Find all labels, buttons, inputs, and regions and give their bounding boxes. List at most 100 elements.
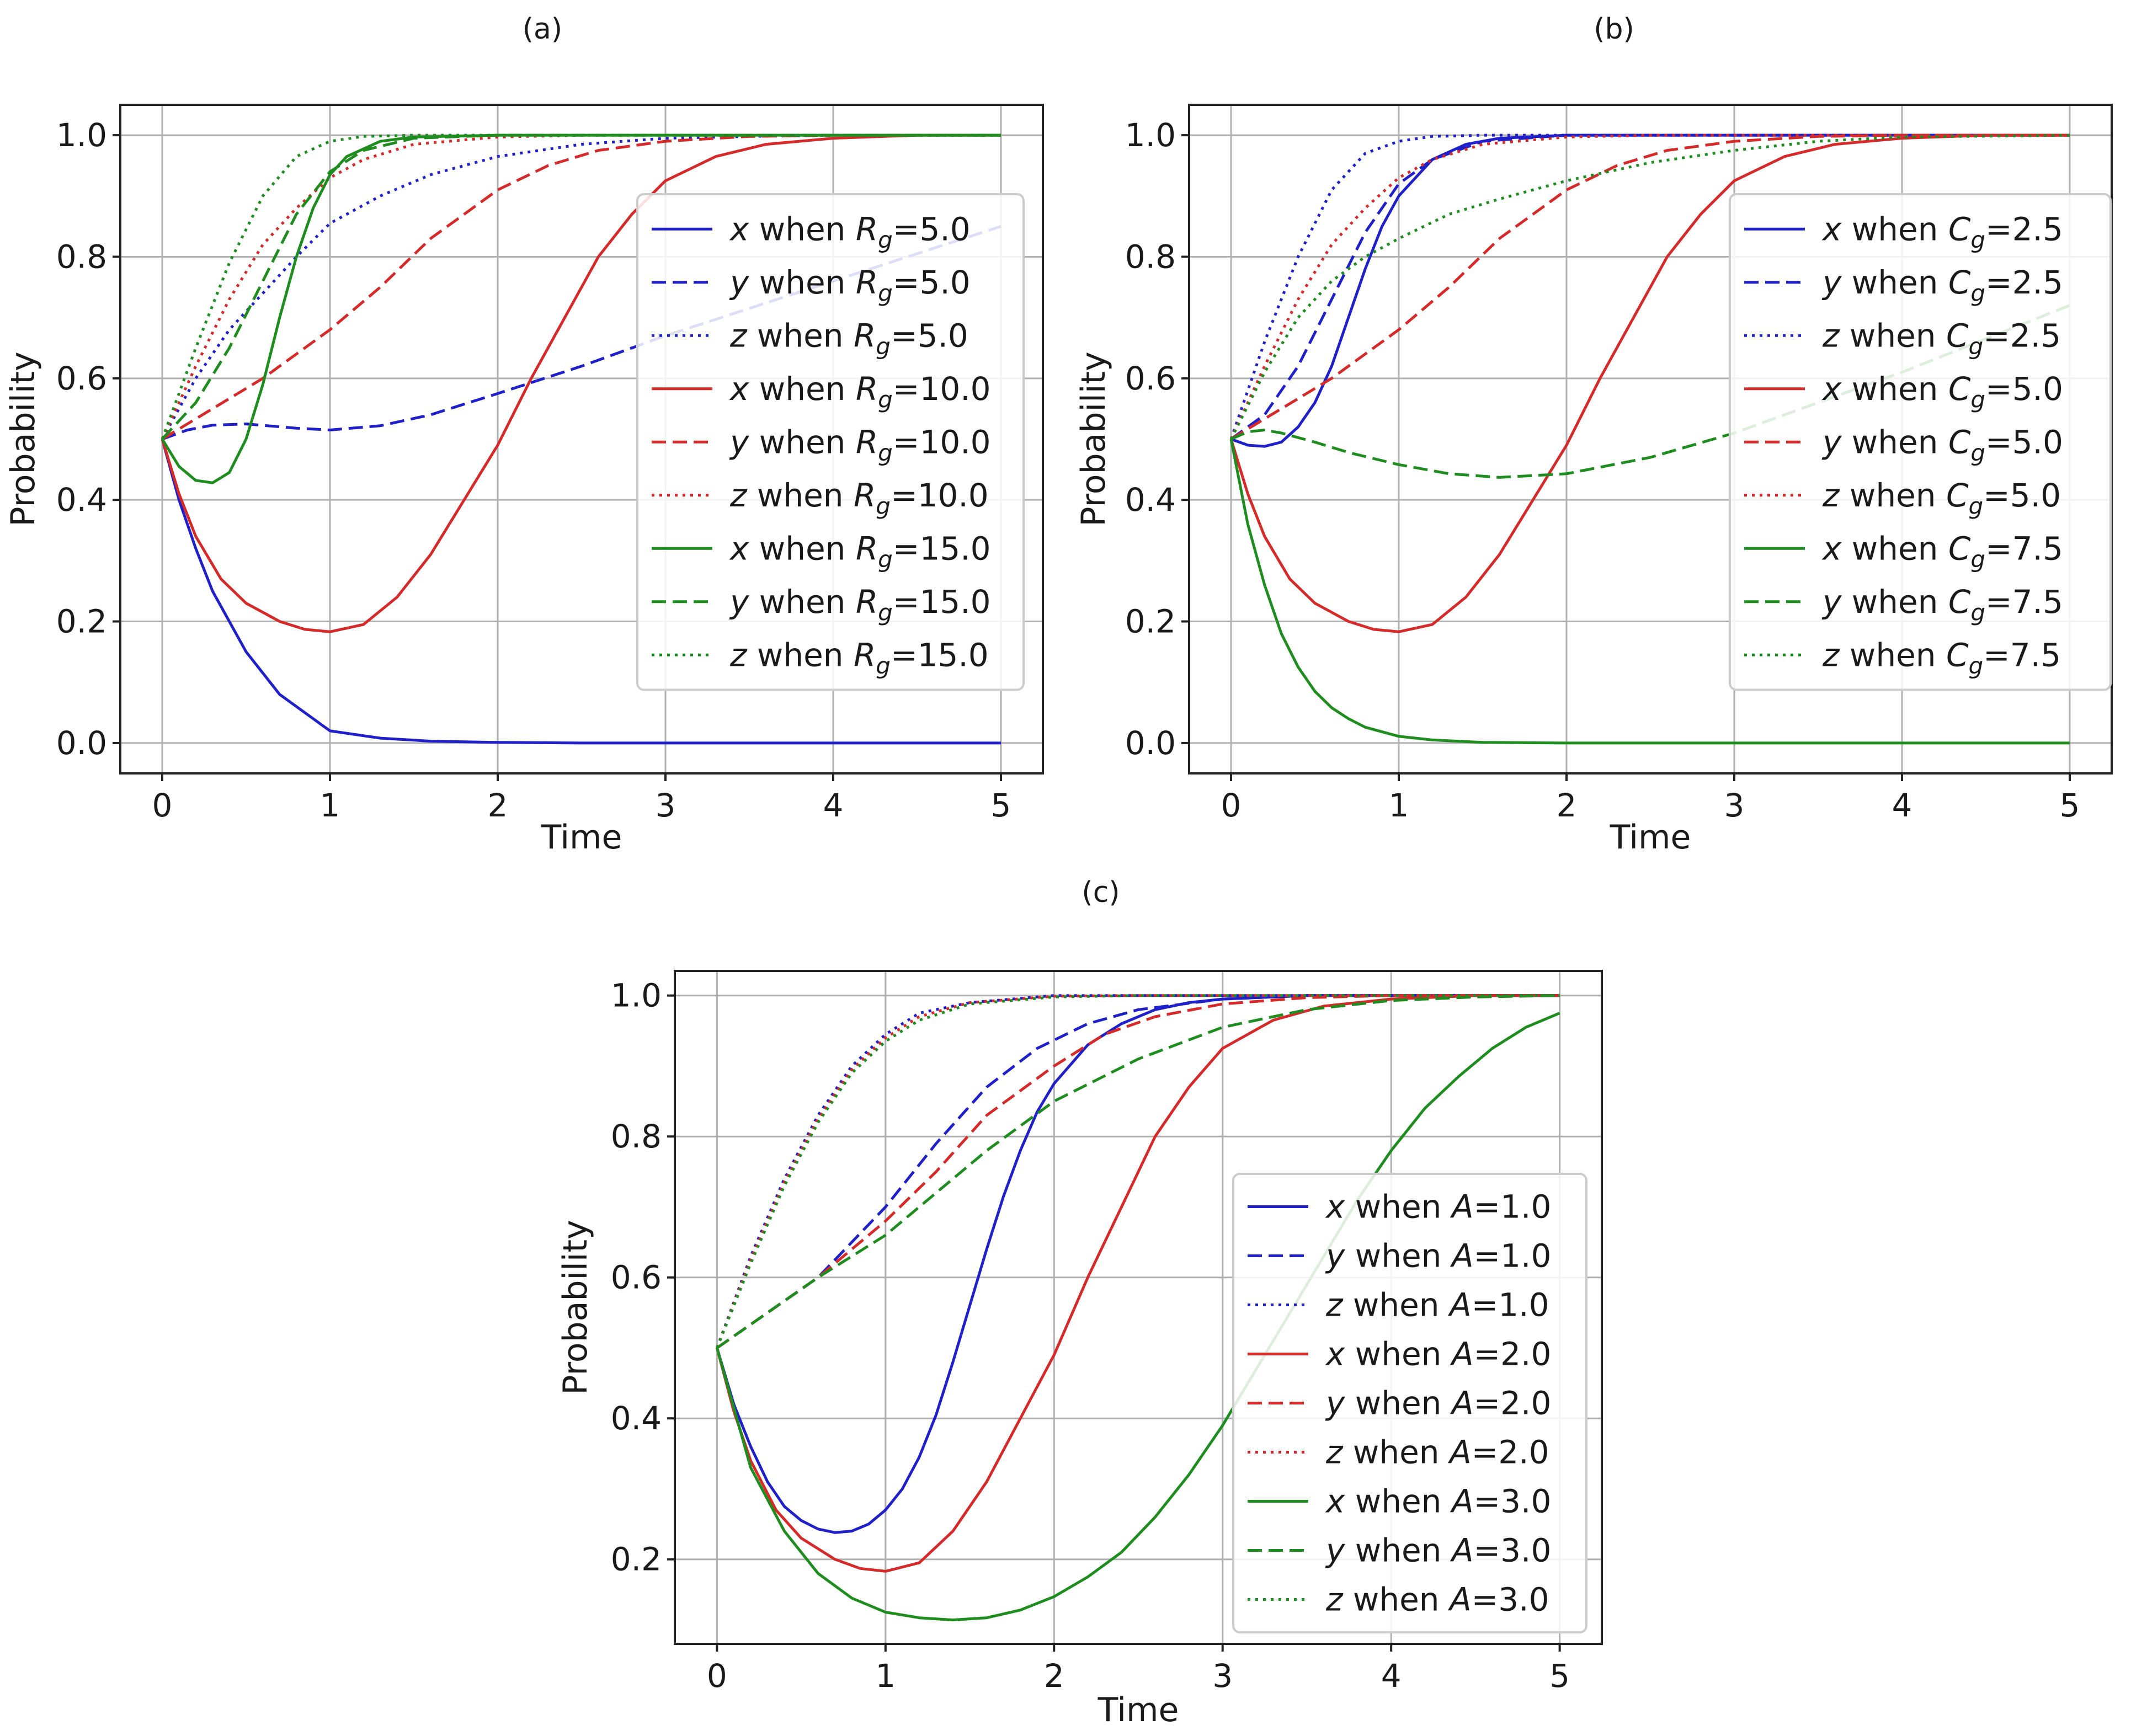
legend-variable: y (729, 423, 749, 461)
legend-parameter: A (1450, 1188, 1474, 1226)
legend-entry-label: y when Rg=5.0 (729, 264, 971, 307)
legend-value: 5.0 (2012, 370, 2063, 408)
legend-variable: y (1821, 583, 1842, 621)
legend-when: when (1839, 636, 1946, 674)
legend-equals: = (1474, 1237, 1501, 1275)
legend-variable: x (729, 530, 749, 567)
legend-value: 10.0 (918, 477, 989, 514)
legend-value: 1.0 (1500, 1188, 1551, 1226)
legend-parameter: A (1450, 1483, 1474, 1520)
y-axis-label: Probability (4, 351, 42, 526)
panel-label: (c) (1082, 876, 1120, 909)
legend-parameter: C (1946, 317, 1969, 354)
x-tick-label: 5 (991, 787, 1011, 824)
legend-value: 10.0 (919, 423, 990, 461)
legend-equals: = (893, 583, 920, 621)
legend-variable: y (1325, 1237, 1345, 1275)
legend-value: 3.0 (1498, 1581, 1549, 1619)
legend-when: when (1342, 1286, 1450, 1324)
x-axis-label: Time (1610, 818, 1691, 857)
y-axis-label: Probability (1074, 351, 1113, 526)
series-line-z-3-0 (716, 994, 1560, 1349)
legend-when: when (749, 264, 856, 301)
x-tick-label: 5 (1549, 1657, 1570, 1695)
legend-when: when (1342, 1581, 1450, 1619)
x-tick-label: 5 (2060, 787, 2080, 824)
series-line-z-15-0 (161, 133, 1001, 440)
legend-equals: = (1474, 1532, 1501, 1569)
series-line-x-5-0 (1229, 133, 2070, 633)
legend-variable: x (1821, 530, 1842, 567)
legend-parameter: R (854, 317, 876, 354)
legend-value: 15.0 (918, 636, 989, 674)
series-line-y-5-0 (162, 225, 1001, 441)
legend-parameter-subscript: g (1970, 386, 1985, 413)
legend-equals: = (893, 423, 920, 461)
legend-value: 1.0 (1498, 1286, 1549, 1324)
legend-parameter-subscript: g (878, 280, 893, 307)
legend-parameter-subscript: g (1968, 652, 1983, 679)
x-tick-label: 3 (1724, 787, 1745, 824)
y-tick-label: 0.2 (56, 603, 107, 640)
legend-box (1232, 1173, 1587, 1633)
y-tick-label: 1.0 (1125, 116, 1176, 154)
legend-parameter: A (1450, 1385, 1474, 1422)
legend-parameter-subscript: g (1968, 493, 1983, 520)
series-line-z-10-0 (161, 133, 1001, 440)
series-line-y-5-0 (1230, 133, 2070, 441)
legend-when: when (1839, 317, 1946, 354)
legend-entry-label: y when Cg=7.5 (1821, 583, 2063, 626)
legend-when: when (749, 423, 856, 461)
y-tick-label: 0.8 (1125, 238, 1176, 275)
legend-variable: z (1325, 1286, 1344, 1324)
plot-frame (119, 104, 1044, 774)
legend-variable: z (729, 477, 748, 514)
legend-value: 5.0 (919, 210, 970, 248)
legend-parameter: A (1450, 1237, 1474, 1275)
legend-value: 5.0 (919, 264, 970, 301)
legend-variable: y (729, 583, 749, 621)
legend-when: when (749, 210, 856, 248)
legend-box (636, 193, 1025, 691)
series-line-z-5-0 (1229, 133, 2070, 440)
x-axis-label: Time (1098, 1691, 1179, 1729)
y-tick-label: 0.4 (1125, 481, 1176, 519)
legend-equals: = (1985, 370, 2012, 408)
legend-entry-label: y when Rg=15.0 (729, 583, 991, 626)
legend-parameter: R (856, 583, 878, 621)
legend-variable: z (1325, 1434, 1344, 1471)
legend-equals: = (1472, 1581, 1499, 1619)
legend-parameter-subscript: g (1970, 280, 1985, 307)
legend-parameter: C (1946, 636, 1969, 674)
legend-equals: = (1474, 1483, 1501, 1520)
legend-entry-label: x when A=2.0 (1325, 1336, 1551, 1373)
legend-when: when (1841, 370, 1948, 408)
legend-equals: = (1472, 1434, 1499, 1471)
legend-parameter-subscript: g (878, 226, 893, 253)
legend-variable: y (1325, 1532, 1345, 1569)
legend-parameter: C (1948, 370, 1971, 408)
legend-when: when (1841, 530, 1948, 567)
panel-label: (b) (1594, 13, 1634, 46)
legend-parameter: R (854, 477, 876, 514)
series-lines (161, 133, 1001, 745)
legend-when: when (747, 317, 854, 354)
legend-entry-label: x when Rg=15.0 (729, 530, 991, 573)
legend-variable: x (1325, 1336, 1345, 1373)
legend-value: 10.0 (919, 370, 990, 408)
legend-value: 3.0 (1500, 1483, 1551, 1520)
legend-when: when (749, 370, 856, 408)
legend-entry-label: z when Cg=5.0 (1822, 477, 2061, 520)
legend-when: when (749, 530, 856, 567)
series-line-y-7-5 (1230, 304, 2070, 479)
legend-parameter: R (856, 423, 878, 461)
legend-entry-label: x when Cg=5.0 (1821, 370, 2063, 413)
legend-variable: x (1821, 210, 1842, 248)
series-line-y-15-0 (161, 133, 1001, 440)
y-tick-label: 0.0 (56, 724, 107, 762)
legend-variable: z (1325, 1581, 1344, 1619)
series-line-x-10-0 (161, 133, 1001, 633)
series-lines (1229, 133, 2070, 745)
y-tick-label: 0.8 (611, 1118, 662, 1155)
legend-parameter: A (1447, 1286, 1472, 1324)
